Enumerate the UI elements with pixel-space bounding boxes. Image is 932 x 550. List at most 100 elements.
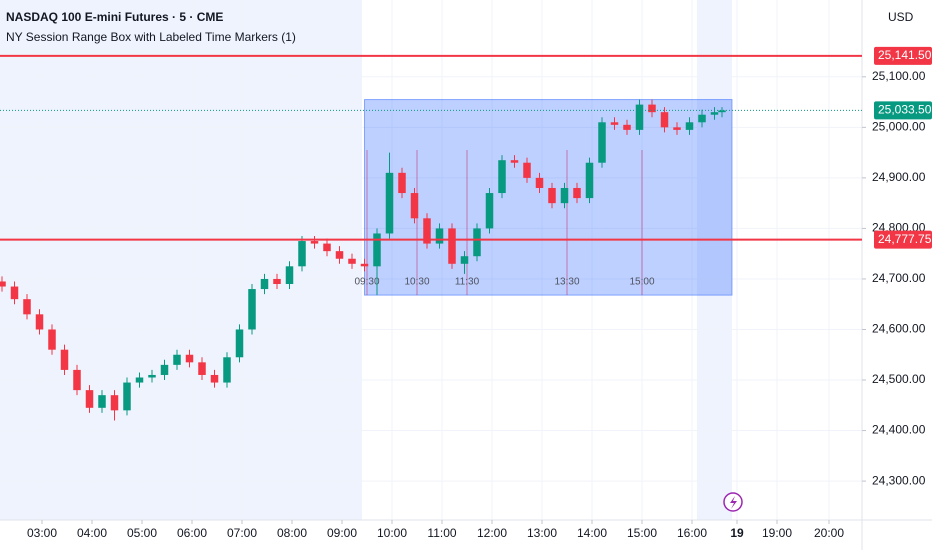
level-label: 24,777.75	[878, 232, 932, 246]
candle-body	[223, 357, 231, 383]
time-marker-label: 13:30	[554, 277, 579, 288]
lightning-icon[interactable]	[723, 492, 743, 512]
last-price-label: 25,033.50	[878, 103, 932, 117]
candle-body	[360, 263, 369, 267]
x-tick-label: 12:00	[477, 526, 507, 540]
candle-body	[573, 187, 581, 199]
candle-body	[185, 354, 194, 363]
candle-body	[73, 369, 81, 391]
candle-body	[423, 218, 431, 244]
candle-body	[385, 172, 394, 234]
candle-body	[535, 177, 544, 188]
x-tick-label: 15:00	[627, 526, 657, 540]
x-tick-label: 10:00	[377, 526, 407, 540]
x-tick-label: 06:00	[177, 526, 207, 540]
x-tick-label: 13:00	[527, 526, 557, 540]
candle-body	[410, 193, 419, 219]
candle-body	[85, 390, 94, 408]
candle-body	[623, 124, 631, 130]
candle-body	[310, 241, 319, 244]
candle-body	[0, 281, 6, 287]
candle-body	[98, 395, 106, 408]
y-tick-label: 24,700.00	[872, 271, 926, 285]
pre-session-shade	[0, 0, 362, 520]
time-marker-label: 11:30	[455, 277, 480, 288]
candle-body	[585, 162, 594, 199]
event-bolt	[730, 496, 737, 509]
x-tick-label: 14:00	[577, 526, 607, 540]
x-tick-label: 19:00	[762, 526, 792, 540]
candle-body	[448, 228, 456, 264]
candle-body	[710, 112, 719, 115]
candle-body	[335, 251, 344, 259]
y-tick-label: 25,100.00	[872, 69, 926, 83]
candle-body	[173, 354, 181, 365]
x-tick-label: 04:00	[77, 526, 107, 540]
level-tag	[874, 230, 932, 249]
candle-body	[510, 160, 519, 163]
time-marker-label: 10:30	[404, 277, 429, 288]
candle-body	[260, 278, 269, 290]
y-tick-label: 24,500.00	[872, 372, 926, 386]
post-session-shade	[697, 0, 732, 520]
candle-body	[10, 286, 19, 300]
candle-body	[660, 112, 669, 128]
y-tick-label: 24,600.00	[872, 322, 926, 336]
candle-body	[323, 243, 331, 252]
x-tick-label: 16:00	[677, 526, 707, 540]
candle-body	[210, 374, 219, 383]
x-tick-label: 11:00	[427, 526, 456, 540]
x-tick-label: 03:00	[27, 526, 57, 540]
candle-body	[673, 127, 681, 130]
candle-body	[523, 162, 531, 178]
candle-body	[560, 187, 569, 204]
time-marker-label: 15:00	[629, 277, 654, 288]
x-tick-label: 07:00	[227, 526, 257, 540]
candle-body	[548, 187, 556, 204]
candle-body	[298, 241, 306, 267]
candle-body	[135, 377, 144, 383]
x-tick-label: 19	[730, 526, 744, 540]
candle-body	[460, 256, 469, 264]
candle-body	[485, 193, 494, 229]
currency: USD	[888, 10, 914, 24]
candle-body	[498, 160, 506, 194]
y-tick-label: 24,300.00	[872, 473, 926, 487]
candle-body	[160, 364, 169, 375]
candle-body	[35, 314, 44, 330]
candle-body	[398, 172, 406, 194]
candle-body	[648, 104, 656, 113]
x-tick-label: 05:00	[127, 526, 157, 540]
last-price-tag	[874, 101, 932, 120]
candle-body	[235, 329, 244, 358]
candle-body	[60, 349, 69, 370]
candle-body	[718, 110, 726, 113]
candle-body	[48, 329, 56, 350]
candle-body	[348, 258, 356, 264]
x-tick-label: 09:00	[327, 526, 357, 540]
chart-subtitle: NY Session Range Box with Labeled Time M…	[6, 30, 296, 44]
candle-body	[435, 228, 444, 244]
level-tag	[874, 46, 932, 65]
candle-body	[473, 228, 481, 257]
y-tick-label: 24,900.00	[872, 170, 926, 184]
x-tick-label: 08:00	[277, 526, 307, 540]
candle-body	[598, 122, 606, 163]
candle-body	[685, 122, 694, 130]
x-tick-label: 20:00	[814, 526, 844, 540]
y-tick-label: 25,000.00	[872, 120, 926, 134]
candle-body	[610, 122, 619, 125]
candle-body	[373, 233, 381, 267]
candle-body	[23, 299, 31, 315]
chart-title: NASDAQ 100 E-mini Futures · 5 · CME	[6, 10, 223, 24]
candle-body	[248, 289, 256, 330]
candle-body	[273, 278, 281, 285]
candle-body	[635, 104, 644, 130]
y-tick-label: 24,400.00	[872, 423, 926, 437]
candle-body	[123, 382, 131, 411]
candle-body	[698, 114, 706, 123]
candle-body	[285, 266, 294, 285]
time-marker-label: 09:30	[354, 277, 379, 288]
candle-body	[198, 362, 206, 375]
